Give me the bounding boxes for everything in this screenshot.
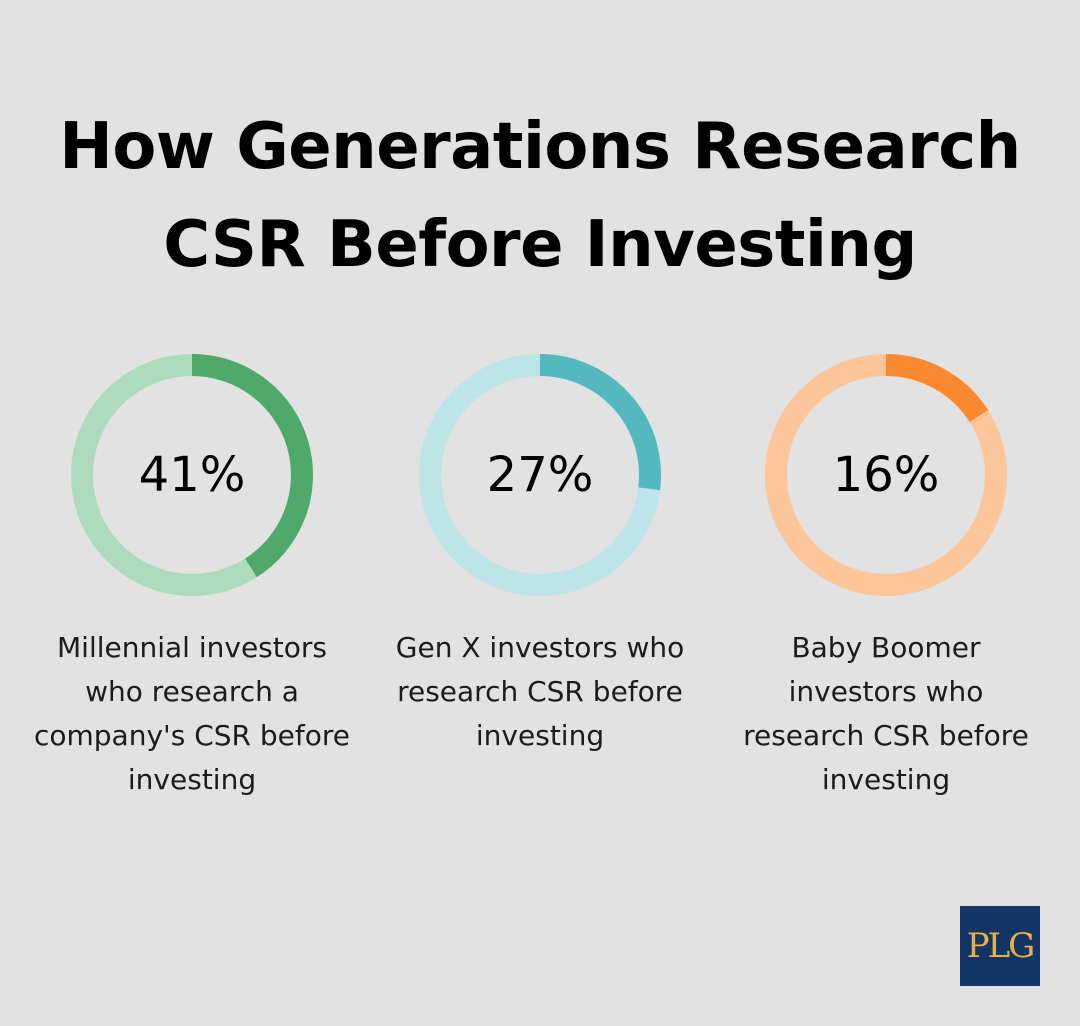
caption-boomer: Baby Boomer investors who research CSR b… [743, 631, 1029, 796]
donut-arc [539, 354, 661, 491]
donut-arc [191, 354, 313, 578]
title-line-2: CSR Before Investing [163, 208, 917, 282]
donut-percent-label: 27% [487, 447, 594, 503]
donut-chart-genx: 27% [410, 345, 670, 605]
plg-logo: PLG [960, 906, 1040, 986]
caption-millennial: Millennial investors who research a comp… [33, 631, 351, 796]
title-line-1: How Generations Research [59, 110, 1021, 184]
donut-chart-boomer: 16% [756, 345, 1016, 605]
donut-percent-label: 16% [833, 447, 940, 503]
logo-text: PLG [966, 926, 1036, 966]
donut-chart-millennial: 41% [62, 345, 322, 605]
caption-genx: Gen X investors who research CSR before … [395, 631, 685, 752]
page-title: How Generations Research CSR Before Inve… [0, 98, 1080, 294]
donut-arc [885, 354, 989, 423]
donut-percent-label: 41% [139, 447, 246, 503]
